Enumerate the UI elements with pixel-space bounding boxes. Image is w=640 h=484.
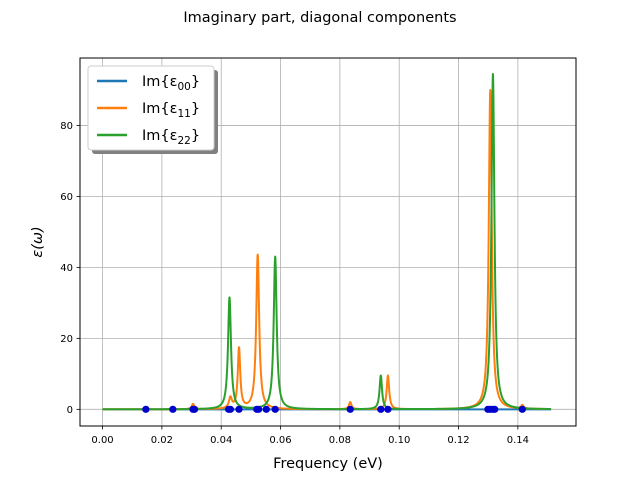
x-tick-label: 0.02 [151, 435, 173, 446]
data-marker [262, 405, 270, 413]
data-marker [235, 405, 243, 413]
x-axis-label: Frequency (eV) [273, 456, 383, 472]
series-layer [101, 72, 552, 411]
y-tick-label: 40 [60, 263, 73, 274]
data-marker [384, 405, 392, 413]
data-marker [190, 405, 199, 413]
data-marker [518, 405, 526, 413]
data-marker [491, 405, 499, 413]
chart-title: Imaginary part, diagonal components [183, 10, 456, 26]
y-axis-label: ε(ω) [30, 226, 46, 257]
legend-items: Im{ε00} Im{ε11} Im{ε22} [97, 74, 200, 147]
legend: Im{ε00} Im{ε11} Im{ε22} [87, 65, 218, 154]
data-marker [377, 405, 385, 413]
x-tick-label: 0.14 [507, 435, 529, 446]
y-axis: 0 20 40 60 80 [60, 121, 80, 416]
x-tick-label: 0.08 [329, 435, 351, 446]
x-tick-label: 0.00 [91, 435, 113, 446]
data-marker [254, 405, 263, 413]
y-tick-label: 60 [60, 192, 73, 203]
x-tick-label: 0.04 [210, 435, 232, 446]
y-tick-label: 20 [60, 334, 73, 345]
plot-frame [79, 57, 577, 427]
x-tick-label: 0.06 [269, 435, 291, 446]
series-line-2 [101, 72, 552, 411]
data-marker [169, 405, 177, 413]
legend-label: Im{ε22} [142, 128, 200, 147]
x-tick-label: 0.12 [447, 435, 469, 446]
x-axis: 0.00 0.02 0.04 0.06 0.08 0.10 0.12 0.14 [91, 426, 529, 446]
y-tick-label: 0 [67, 405, 73, 416]
data-marker [346, 405, 354, 413]
legend-label: Im{ε00} [142, 74, 200, 93]
data-marker [142, 405, 150, 413]
data-marker [226, 405, 235, 413]
marker-layer [142, 405, 526, 413]
x-tick-label: 0.10 [388, 435, 410, 446]
legend-box [87, 65, 215, 151]
y-tick-label: 80 [60, 121, 73, 132]
legend-label: Im{ε11} [142, 101, 200, 120]
data-marker [271, 405, 279, 413]
